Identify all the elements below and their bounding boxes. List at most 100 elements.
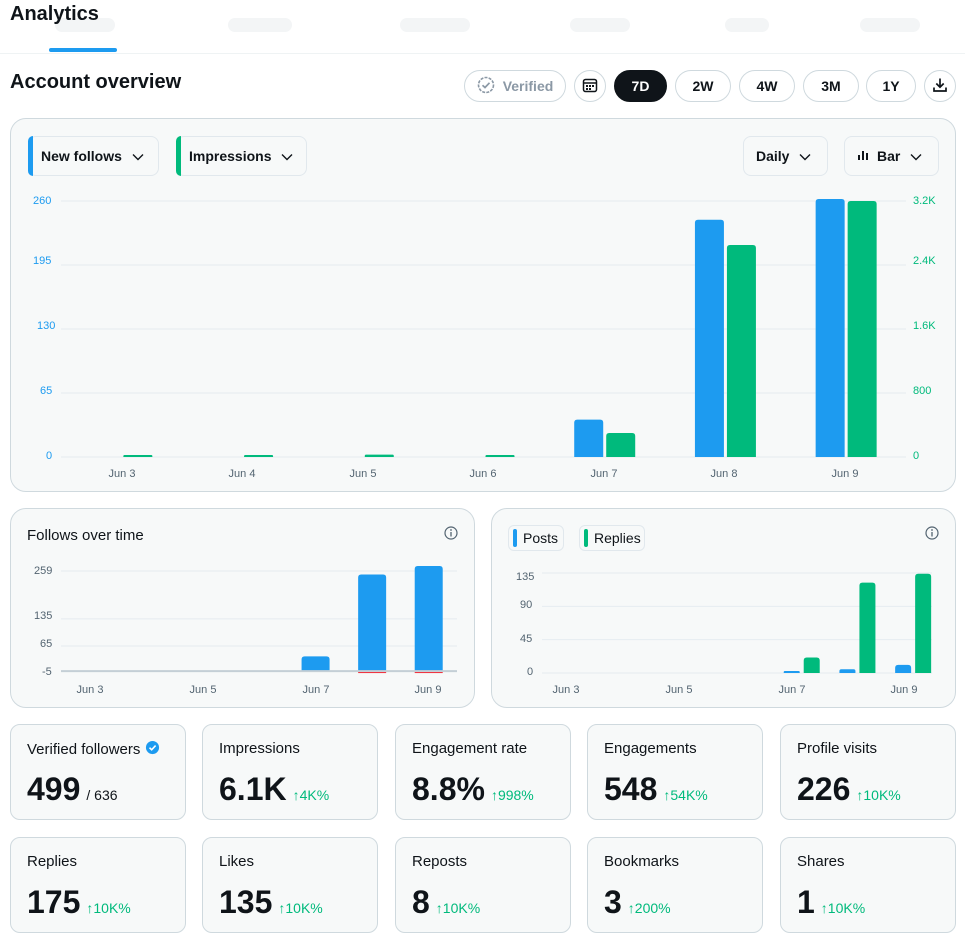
metric1-select[interactable]: New follows — [28, 136, 159, 176]
stat-delta: ↑10K% — [820, 900, 866, 916]
left-axis-tick: 260 — [33, 195, 52, 207]
bar-impressions — [244, 455, 274, 457]
stat-value: 135 — [219, 884, 273, 920]
chart-type-select[interactable]: Bar — [844, 136, 939, 176]
y-axis-tick: 135 — [34, 610, 53, 622]
tab-4[interactable] — [570, 18, 630, 32]
left-axis-tick: 65 — [40, 385, 53, 397]
x-axis-label: Jun 9 — [831, 468, 859, 480]
active-tab-indicator — [49, 48, 117, 52]
x-axis-label: Jun 9 — [890, 684, 918, 696]
stat-card-profile-visits[interactable]: Profile visits 226 ↑10K% — [780, 724, 956, 820]
stat-card-impressions[interactable]: Impressions 6.1K ↑4K% — [202, 724, 378, 820]
verified-label: Verified — [502, 78, 554, 94]
x-axis-label: Jun 3 — [108, 468, 136, 480]
range-1y-button[interactable]: 1Y — [866, 70, 916, 102]
tab-2[interactable] — [228, 18, 292, 32]
replies-legend-label: Replies — [594, 530, 641, 546]
stat-total: / 636 — [86, 787, 118, 803]
x-axis-label: Jun 7 — [302, 684, 330, 696]
range-4w-button[interactable]: 4W — [739, 70, 795, 102]
download-button[interactable] — [924, 70, 956, 102]
stat-delta: ↑10K% — [435, 900, 481, 916]
bar-impressions — [847, 201, 877, 457]
range-7d-button[interactable]: 7D — [614, 70, 667, 102]
y-axis-tick: -5 — [42, 666, 52, 678]
bar-posts — [895, 664, 912, 673]
bar-follows — [358, 574, 387, 672]
stat-card-engagement-rate[interactable]: Engagement rate 8.8% ↑998% — [395, 724, 571, 820]
top-nav: Analytics — [0, 0, 965, 54]
stat-card-bookmarks[interactable]: Bookmarks 3 ↑200% — [587, 837, 763, 933]
range-2w-button[interactable]: 2W — [675, 70, 731, 102]
stat-value: 175 — [27, 884, 81, 920]
info-icon[interactable] — [444, 526, 458, 545]
stat-delta: ↑10K% — [856, 787, 901, 803]
y-axis-tick: 65 — [40, 638, 53, 650]
bar-replies — [859, 582, 876, 673]
bar-replies — [915, 573, 932, 673]
chart-type-label: Bar — [877, 148, 901, 164]
posts-legend-label: Posts — [523, 530, 559, 546]
left-axis-tick: 195 — [33, 255, 52, 267]
verified-filter-button[interactable]: Verified — [464, 70, 566, 102]
y-axis-tick: 259 — [34, 565, 53, 577]
stat-card-likes[interactable]: Likes 135 ↑10K% — [202, 837, 378, 933]
stat-name: Profile visits — [797, 740, 878, 757]
posts-color-bar — [513, 529, 517, 547]
stat-name: Replies — [27, 853, 78, 870]
stat-delta: ↑10K% — [86, 900, 131, 916]
page-title: Analytics — [10, 3, 99, 25]
tab-3[interactable] — [400, 18, 470, 32]
stat-card-shares[interactable]: Shares 1 ↑10K% — [780, 837, 956, 933]
calendar-icon — [582, 77, 598, 96]
metric2-select[interactable]: Impressions — [176, 136, 307, 176]
bar-new-follows — [694, 219, 724, 457]
y-axis-tick: 0 — [527, 666, 534, 678]
stat-card-verified-followers[interactable]: Verified followers 499 / 636 — [10, 724, 186, 820]
chevron-down-icon — [281, 148, 293, 164]
stat-value: 1 — [797, 884, 815, 920]
bar-follows — [414, 565, 443, 672]
stat-delta: ↑4K% — [292, 787, 330, 803]
stat-name: Engagements — [604, 740, 697, 757]
stat-delta: ↑200% — [627, 900, 671, 916]
stat-card-engagements[interactable]: Engagements 548 ↑54K% — [587, 724, 763, 820]
tab-6[interactable] — [860, 18, 920, 32]
bar-chart-icon — [857, 148, 869, 164]
section-title: Account overview — [10, 71, 182, 93]
stat-value: 6.1K — [219, 771, 287, 807]
stat-value: 8 — [412, 884, 430, 920]
posts-legend[interactable]: Posts — [508, 525, 564, 551]
tab-5[interactable] — [725, 18, 769, 32]
stat-value: 548 — [604, 771, 658, 807]
verified-check-icon — [477, 76, 495, 97]
stat-value: 8.8% — [412, 771, 485, 807]
y-axis-tick: 90 — [520, 599, 533, 611]
stat-value: 3 — [604, 884, 622, 920]
bar-follows — [301, 656, 330, 672]
stat-name: Bookmarks — [604, 853, 680, 870]
replies-color-bar — [584, 529, 588, 547]
stat-delta: ↑998% — [490, 787, 534, 803]
x-axis-label: Jun 7 — [778, 684, 806, 696]
info-icon[interactable] — [925, 526, 939, 545]
bar-impressions — [726, 245, 756, 457]
x-axis-label: Jun 8 — [710, 468, 738, 480]
granularity-select[interactable]: Daily — [743, 136, 828, 176]
calendar-button[interactable] — [574, 70, 606, 102]
bar-new-follows — [815, 199, 845, 457]
posts-chart-card: Posts Replies 135 90 45 0 Jun 3 Jun 5 Ju… — [491, 508, 956, 708]
bar-impressions — [606, 433, 636, 457]
stat-card-replies[interactable]: Replies 175 ↑10K% — [10, 837, 186, 933]
chevron-down-icon — [799, 148, 811, 164]
left-axis-tick: 0 — [46, 450, 53, 462]
range-3m-button[interactable]: 3M — [803, 70, 859, 102]
stat-delta: ↑54K% — [663, 787, 708, 803]
tab-overview[interactable] — [55, 18, 115, 32]
stat-delta: ↑10K% — [278, 900, 323, 916]
stat-card-reposts[interactable]: Reposts 8 ↑10K% — [395, 837, 571, 933]
replies-legend[interactable]: Replies — [579, 525, 645, 551]
bar-impressions — [364, 454, 394, 457]
stat-name: Impressions — [219, 740, 300, 757]
